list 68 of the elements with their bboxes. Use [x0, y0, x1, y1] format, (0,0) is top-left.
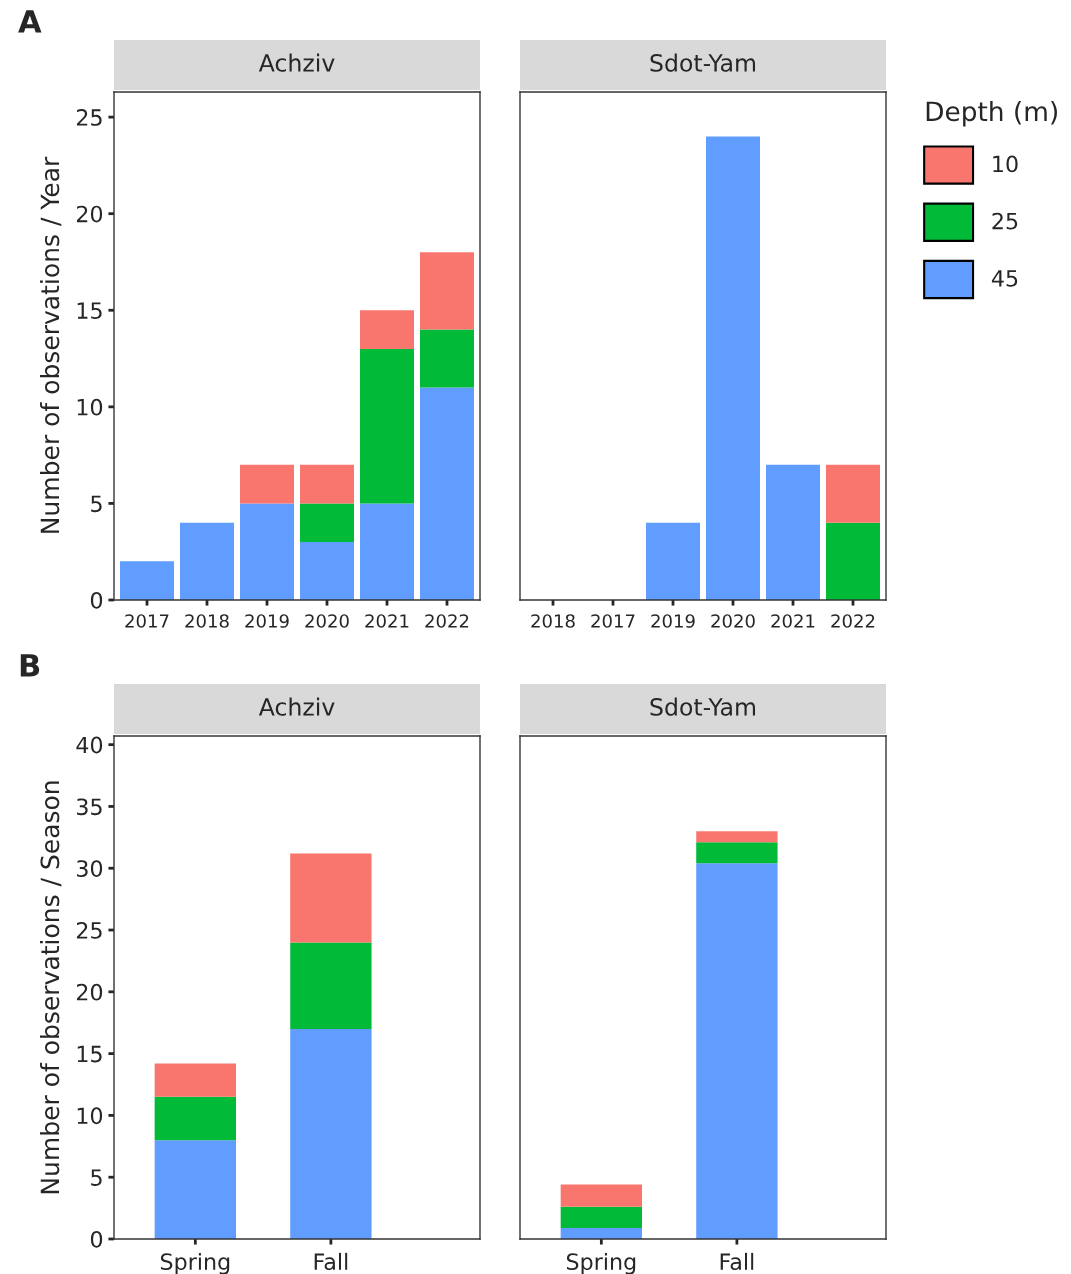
x-tick-label: Spring — [160, 1252, 230, 1274]
x-tick-label: Fall — [314, 1252, 348, 1271]
y-tick-label: 10 — [77, 398, 103, 416]
bar — [300, 503, 354, 543]
x-tick-label: 2020 — [305, 614, 349, 628]
y-tick-label: 15 — [77, 1045, 102, 1063]
x-tick-label: 2018 — [531, 614, 575, 628]
chart-title: Achziv — [258, 53, 335, 72]
bar — [360, 310, 414, 349]
y-tick-label: 10 — [77, 1107, 103, 1125]
bar — [300, 464, 354, 504]
legend-label: 25 — [992, 212, 1018, 230]
x-tick-label: 2019 — [245, 614, 289, 628]
y-tick-label: 25 — [76, 109, 102, 126]
bar — [240, 464, 294, 504]
x-tick-label: 2017 — [125, 614, 169, 628]
bar — [120, 561, 174, 600]
legend-title: Depth (m) — [926, 100, 1057, 127]
bar — [420, 252, 474, 330]
y-tick-label: 25 — [76, 921, 102, 939]
y-tick-label: 15 — [77, 302, 102, 320]
bar — [154, 1140, 236, 1239]
bar — [180, 522, 234, 600]
bar — [300, 542, 354, 600]
bar — [420, 329, 474, 388]
x-tick-label: Spring — [566, 1252, 636, 1274]
y-tick-label: 0 — [90, 591, 103, 609]
bar — [696, 842, 778, 864]
y-axis-title: Number of observations / Year — [40, 156, 62, 533]
bar — [560, 1184, 642, 1207]
chart-title: Achziv — [258, 697, 335, 716]
x-tick-label: 2020 — [711, 614, 755, 628]
bar — [290, 1028, 372, 1239]
y-tick-label: 30 — [77, 860, 103, 877]
bar — [696, 831, 778, 843]
y-tick-label: 0 — [90, 1230, 103, 1248]
bar — [290, 853, 372, 943]
y-tick-label: 35 — [77, 798, 102, 816]
chart-title: Sdot-Yam — [650, 697, 756, 716]
x-tick-label: 2018 — [185, 614, 229, 628]
x-tick-label: Fall — [720, 1252, 754, 1271]
bar — [290, 942, 372, 1029]
y-tick-label: 40 — [76, 736, 103, 754]
legend-label: 10 — [993, 155, 1018, 173]
chart-title: Sdot-Yam — [650, 53, 756, 72]
x-tick-label: 2022 — [831, 614, 875, 628]
y-tick-label: 5 — [91, 495, 102, 513]
bar — [360, 503, 414, 600]
bar — [360, 348, 414, 504]
x-tick-label: 2019 — [651, 614, 695, 628]
y-tick-label: 20 — [76, 205, 103, 223]
y-tick-label: 20 — [76, 983, 103, 1001]
x-tick-label: 2022 — [425, 614, 469, 628]
bar — [696, 863, 778, 1239]
bar — [154, 1096, 236, 1141]
bar — [420, 387, 474, 600]
bar — [240, 503, 294, 600]
bar — [560, 1227, 642, 1239]
y-tick-label: 5 — [91, 1169, 102, 1186]
x-tick-label: 2021 — [771, 614, 815, 628]
text: A — [18, 10, 42, 33]
bar — [560, 1206, 642, 1228]
x-tick-label: 2017 — [591, 614, 635, 628]
bar — [154, 1063, 236, 1097]
y-axis-title: Number of observations / Season — [40, 781, 62, 1194]
legend-label: 45 — [991, 270, 1018, 287]
x-tick-label: 2021 — [365, 614, 409, 628]
text: B — [20, 654, 40, 677]
